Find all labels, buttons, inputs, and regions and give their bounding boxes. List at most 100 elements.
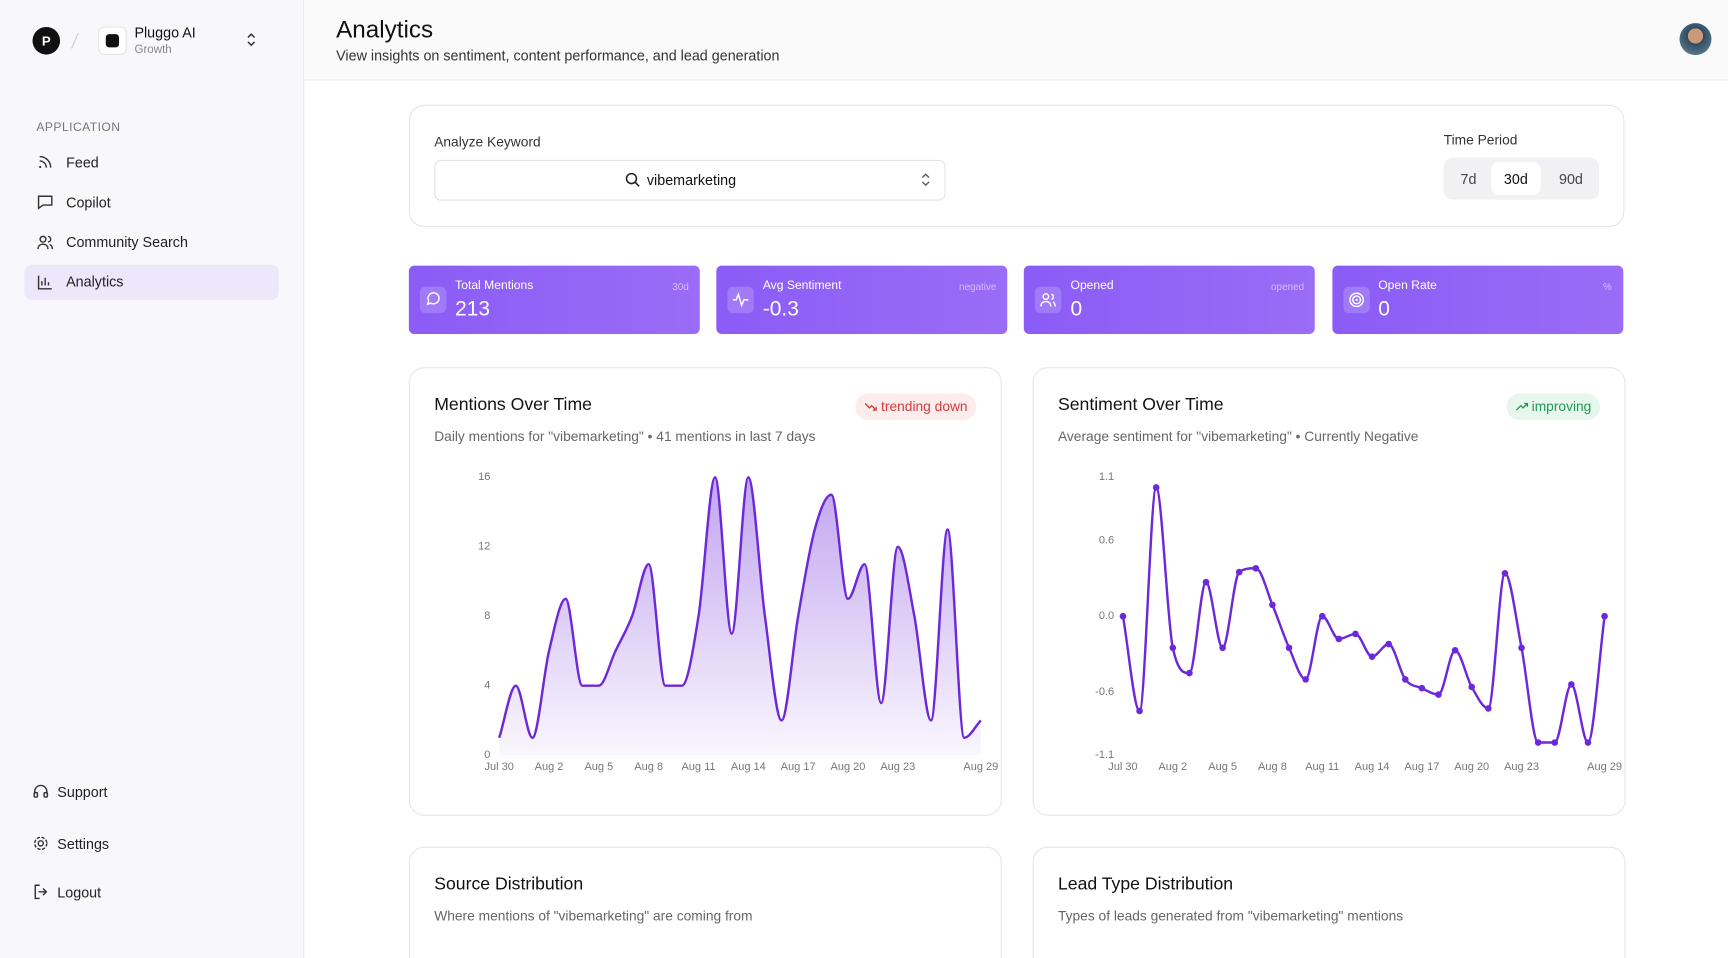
chart: -1.1 -0.6 0.0 0.6 1.1 Jul 30 Aug 2 Aug 5 Aug 8 Au… [1095, 471, 1622, 773]
point [1534, 739, 1542, 746]
nav-icon [33, 836, 48, 851]
stat-value: 0 [1378, 297, 1390, 321]
stat-label: Opened [1070, 278, 1114, 293]
stat-glyph [1040, 293, 1057, 307]
chart-card: Sentiment Over Time Average sentiment for… [1032, 367, 1626, 816]
stat-icon [1035, 286, 1062, 314]
stat-glyph [1348, 292, 1364, 308]
x-tick-label: Jul 30 [1108, 761, 1137, 773]
period-label: Time Period [1443, 132, 1518, 148]
stat-tag: opened [1271, 281, 1305, 293]
point [1485, 705, 1492, 712]
point [1136, 707, 1143, 715]
x-tick-label: Aug 20 [1454, 761, 1489, 773]
stat-card: Open Rate 0% [1331, 265, 1623, 335]
card-title: Source Distribution [434, 875, 584, 895]
period-option[interactable]: 30d [1491, 162, 1541, 196]
nav-icon [37, 275, 52, 290]
point [1468, 683, 1476, 691]
chart: 0 4 8 12 16 Jul 30 Aug 2 Aug 5 Aug 8 Aug 11 Aug 14… [478, 471, 998, 773]
x-tick-label: Aug 17 [1404, 761, 1439, 773]
nav-item[interactable]: Analytics [24, 264, 279, 300]
x-tick-label: Aug 2 [535, 761, 564, 773]
switcher[interactable] [245, 32, 258, 47]
point [1368, 653, 1376, 660]
x-tick-label: Aug 5 [1208, 761, 1237, 773]
avatar[interactable] [1679, 23, 1712, 56]
card-title: Lead Type Distribution [1057, 875, 1234, 895]
brand: Pluggo AI [134, 24, 196, 41]
stat-value: -0.3 [762, 297, 799, 321]
nav-item[interactable]: Support [20, 774, 275, 809]
logo: P [32, 27, 79, 55]
x-tick-label: Aug 14 [731, 761, 766, 773]
plan: Growth [134, 42, 172, 57]
stat-glyph [426, 292, 440, 306]
x-tick-label: Aug 23 [880, 761, 915, 773]
nav-item[interactable]: Copilot [24, 184, 279, 219]
svg-text:P: P [42, 34, 51, 49]
chart-card: Lead Type Distribution Types of leads gen… [1032, 846, 1626, 958]
y-tick-label: 12 [478, 541, 490, 553]
period-option[interactable]: 90d [1558, 170, 1583, 187]
x-tick-label: Aug 14 [1355, 761, 1390, 773]
workspace-icon [98, 26, 127, 56]
point [1568, 681, 1575, 688]
point [1269, 601, 1276, 609]
page-subtitle: View insights on sentiment, content perf… [336, 47, 780, 64]
y-tick-label: 0.6 [1099, 534, 1114, 546]
nav-item[interactable]: Community Search [24, 224, 279, 259]
keyword: vibemarketing [646, 171, 737, 189]
filter-card: Analyze Keyword vibemarketing Time Perio… [408, 104, 1625, 228]
stat-card: Avg Sentiment -0.3 negative [716, 265, 1008, 335]
point [1219, 644, 1226, 652]
x-tick-label: Aug 20 [831, 761, 866, 773]
trend-badge: trending down [855, 393, 977, 421]
point [1418, 684, 1426, 692]
stat-tag: 30d [672, 281, 689, 293]
point [1451, 647, 1459, 654]
keyword-select[interactable]: vibemarketing [434, 159, 946, 201]
nav-icon [33, 784, 49, 798]
point [1518, 644, 1525, 652]
x-tick-label: Aug 23 [1504, 761, 1539, 773]
nav-icon [34, 884, 48, 900]
point [1152, 484, 1160, 491]
chart-card: Source Distribution Where mentions of "vi… [408, 846, 1002, 958]
header: Analytics View insights on sentiment, co… [304, 0, 1728, 81]
line [1121, 486, 1606, 744]
point [1235, 568, 1243, 576]
chart-subtitle: Average sentiment for "vibemarketing" • … [1057, 428, 1419, 445]
x-tick-label: Aug 29 [963, 761, 998, 773]
point [1169, 644, 1177, 652]
nav-label: Analytics [66, 273, 124, 291]
point [1601, 612, 1608, 620]
nav-item[interactable]: Feed [24, 144, 279, 179]
x-tick-label: Aug 29 [1587, 761, 1622, 773]
point [1318, 612, 1326, 620]
nav-label: Copilot [66, 193, 111, 211]
y-tick-label: 16 [478, 471, 490, 483]
stat-label: Total Mentions [455, 278, 534, 293]
nav-item[interactable]: Settings [20, 826, 275, 861]
y-tick-label: -0.6 [1095, 686, 1114, 698]
stat-tag: % [1603, 281, 1612, 293]
x-tick-label: Aug 17 [781, 761, 816, 773]
chart-title: Sentiment Over Time [1057, 395, 1224, 415]
stat-label: Avg Sentiment [762, 278, 842, 293]
trend-icon [865, 403, 878, 411]
point [1335, 635, 1343, 643]
x-tick-label: Aug 11 [681, 761, 715, 773]
x-tick-label: Jul 30 [485, 761, 514, 773]
stat-value: 0 [1070, 297, 1083, 321]
nav-item[interactable]: Logout [20, 874, 275, 909]
stat-icon [727, 286, 755, 314]
card-subtitle: Types of leads generated from "vibemarke… [1057, 908, 1404, 924]
period-option[interactable]: 7d [1460, 170, 1477, 187]
card-subtitle: Where mentions of "vibemarketing" are co… [434, 908, 753, 924]
badge-text: improving [1531, 399, 1592, 415]
y-tick-label: 0.0 [1099, 610, 1114, 622]
stat-icon [419, 286, 447, 314]
trend-badge: improving [1506, 393, 1601, 421]
